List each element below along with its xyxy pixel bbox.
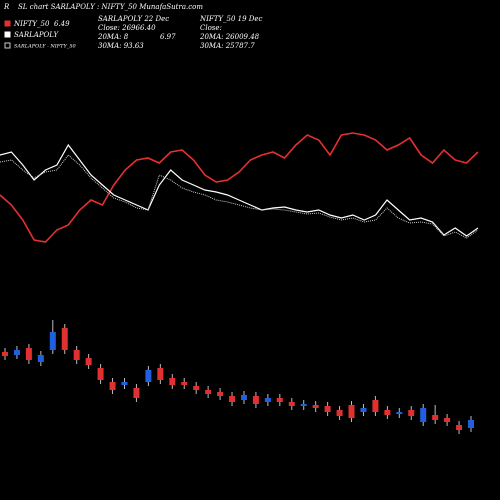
candle-body (61, 328, 68, 350)
candle-body (49, 332, 56, 350)
legend-swatch (4, 42, 11, 49)
series-line (0, 154, 479, 239)
candle-body (217, 392, 224, 396)
candle-body (205, 390, 212, 394)
info-text: Close: (200, 24, 222, 32)
legend-value: 6.49 (54, 20, 70, 28)
info-text: 30MA: 25787.7 (200, 42, 255, 50)
info-text: 30MA: 93.63 (98, 42, 144, 50)
candle-body (288, 402, 295, 406)
candle-body (193, 386, 200, 390)
candle-body (85, 358, 92, 365)
candle-body (133, 388, 140, 398)
candle-body (169, 378, 176, 385)
candle-body (145, 370, 152, 382)
candle-body (372, 400, 379, 412)
candle-body (240, 395, 247, 400)
candle-body (336, 410, 343, 416)
legend-label: SARLAPOLY - NIFTY_50 (14, 44, 77, 50)
candle-body (73, 350, 80, 360)
info-text: NIFTY_50 19 Dec (199, 15, 263, 23)
candle-body (13, 350, 20, 355)
candle-body (468, 420, 474, 428)
candle-body (276, 398, 283, 402)
candle-body (312, 405, 319, 408)
candle-body (264, 398, 271, 402)
candle-body (348, 405, 355, 418)
candle-body (444, 418, 451, 422)
candle-body (384, 410, 391, 415)
candle-body (2, 352, 8, 356)
corner-label: R (3, 3, 10, 11)
legend-swatch (4, 31, 11, 38)
series-line (0, 132, 479, 243)
candle-body (360, 408, 367, 412)
candle-body (420, 408, 427, 422)
info-text: 20MA: 8 (97, 33, 129, 41)
candle-body (324, 406, 331, 412)
candle-body (157, 368, 164, 380)
candle-body (97, 368, 104, 380)
info-text: Close: 26966.40 (98, 24, 156, 32)
legend-label: NIFTY_50 (13, 20, 50, 28)
legend-label: SARLAPOLY (14, 31, 59, 39)
candle-body (181, 382, 188, 385)
chart-title: SL chart SARLAPOLY : NIFTY_50 MunafaSutr… (18, 3, 203, 11)
info-text: 20MA: 26009.48 (199, 33, 260, 41)
candle-body (396, 412, 403, 414)
candle-body (229, 396, 236, 402)
candle-body (300, 404, 307, 406)
series-line (0, 143, 479, 237)
info-text: SARLAPOLY 22 Dec (98, 15, 169, 23)
candle-body (252, 396, 259, 404)
candle-body (432, 415, 439, 420)
candle-body (121, 382, 128, 385)
candle-body (25, 348, 32, 360)
legend-swatch (4, 20, 11, 27)
info-text: 6.97 (160, 33, 176, 41)
candle-body (37, 355, 44, 362)
candle-body (109, 382, 116, 390)
candle-body (408, 410, 415, 416)
candle-body (456, 425, 463, 430)
